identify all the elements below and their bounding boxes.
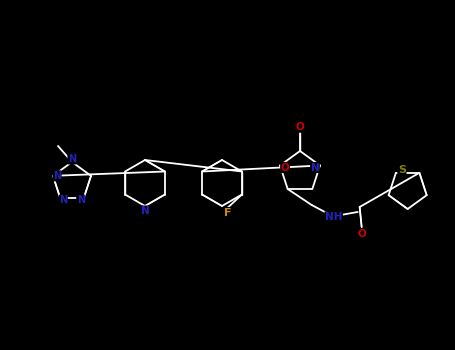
Text: O: O: [357, 229, 366, 239]
Text: N: N: [141, 206, 149, 216]
Text: NH: NH: [325, 212, 343, 222]
Text: N: N: [59, 195, 67, 205]
Text: N: N: [68, 154, 76, 164]
Text: O: O: [296, 122, 304, 132]
Text: N: N: [53, 171, 61, 181]
Text: N: N: [311, 162, 319, 173]
Text: N: N: [77, 195, 85, 205]
Text: O: O: [281, 162, 289, 173]
Text: F: F: [224, 208, 232, 217]
Text: S: S: [398, 165, 406, 175]
